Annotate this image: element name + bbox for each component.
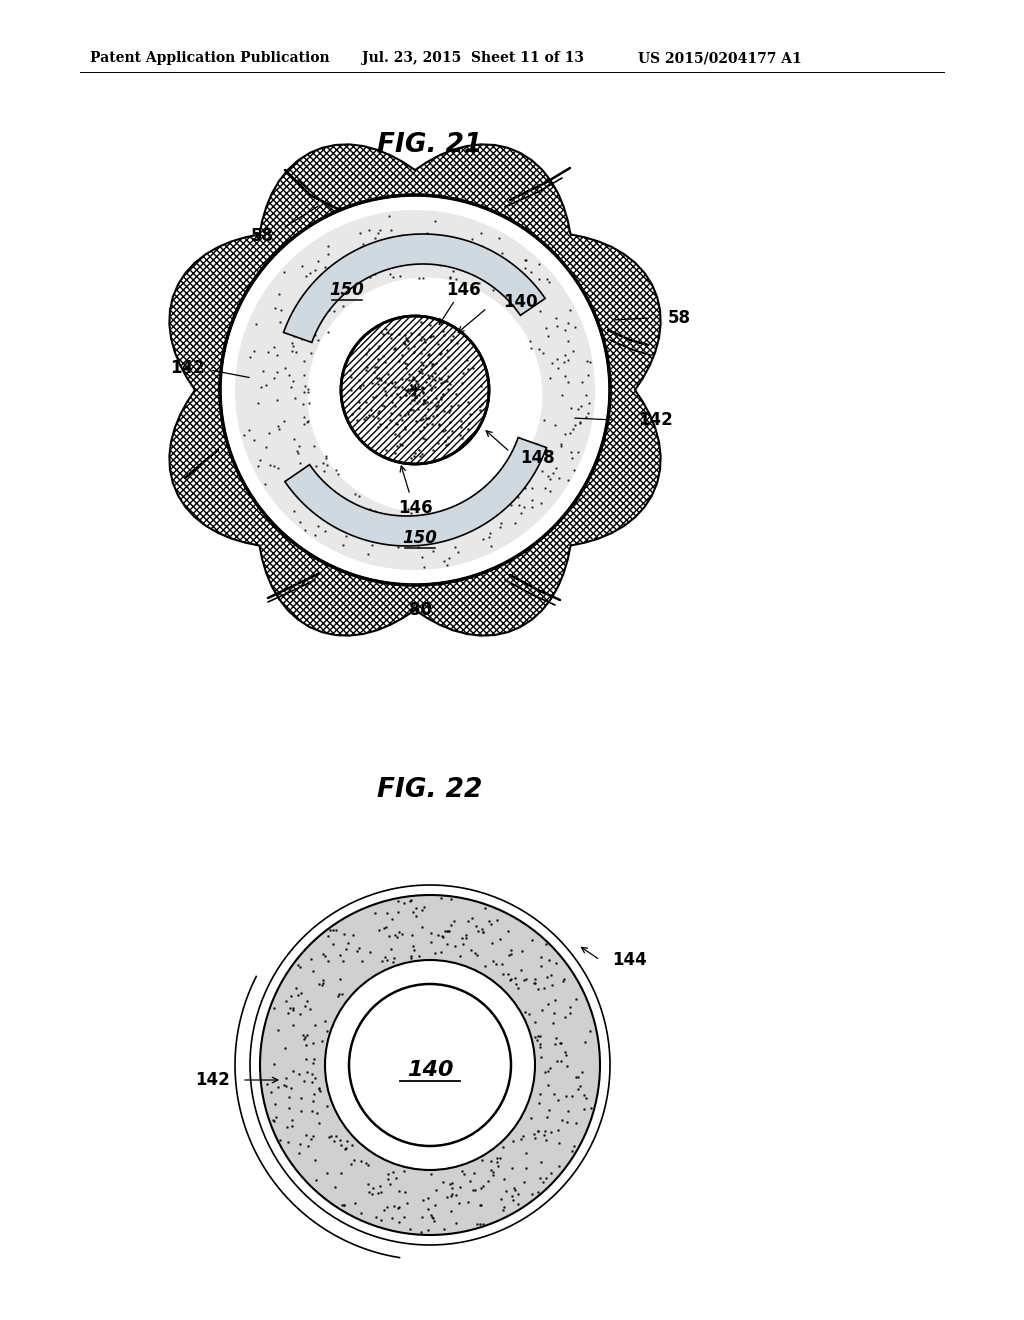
Text: 144: 144 bbox=[612, 950, 647, 969]
Ellipse shape bbox=[341, 315, 489, 465]
Text: 58: 58 bbox=[251, 227, 273, 246]
Text: 146: 146 bbox=[445, 281, 480, 300]
Text: +: + bbox=[408, 381, 423, 399]
Ellipse shape bbox=[325, 960, 535, 1170]
Ellipse shape bbox=[307, 277, 543, 512]
Text: FIG. 21: FIG. 21 bbox=[377, 132, 482, 158]
Text: 80: 80 bbox=[409, 601, 431, 619]
Ellipse shape bbox=[349, 983, 511, 1146]
Text: 140: 140 bbox=[407, 1060, 454, 1080]
Polygon shape bbox=[284, 234, 545, 342]
Text: Patent Application Publication: Patent Application Publication bbox=[90, 51, 330, 65]
Ellipse shape bbox=[234, 210, 595, 570]
Text: 142: 142 bbox=[171, 359, 206, 378]
Text: 140: 140 bbox=[503, 293, 538, 312]
Text: 150: 150 bbox=[330, 281, 365, 300]
Polygon shape bbox=[169, 144, 660, 636]
Polygon shape bbox=[285, 437, 547, 546]
Text: US 2015/0204177 A1: US 2015/0204177 A1 bbox=[638, 51, 802, 65]
Text: 150: 150 bbox=[402, 529, 437, 546]
Ellipse shape bbox=[260, 895, 600, 1236]
Text: Jul. 23, 2015  Sheet 11 of 13: Jul. 23, 2015 Sheet 11 of 13 bbox=[362, 51, 584, 65]
Text: FIG. 22: FIG. 22 bbox=[377, 777, 482, 803]
Text: 142: 142 bbox=[638, 411, 673, 429]
Text: 146: 146 bbox=[397, 499, 432, 517]
Ellipse shape bbox=[220, 195, 610, 585]
Text: 58: 58 bbox=[668, 309, 691, 327]
Text: 142: 142 bbox=[196, 1071, 230, 1089]
Ellipse shape bbox=[250, 884, 610, 1245]
Text: 148: 148 bbox=[520, 449, 555, 467]
